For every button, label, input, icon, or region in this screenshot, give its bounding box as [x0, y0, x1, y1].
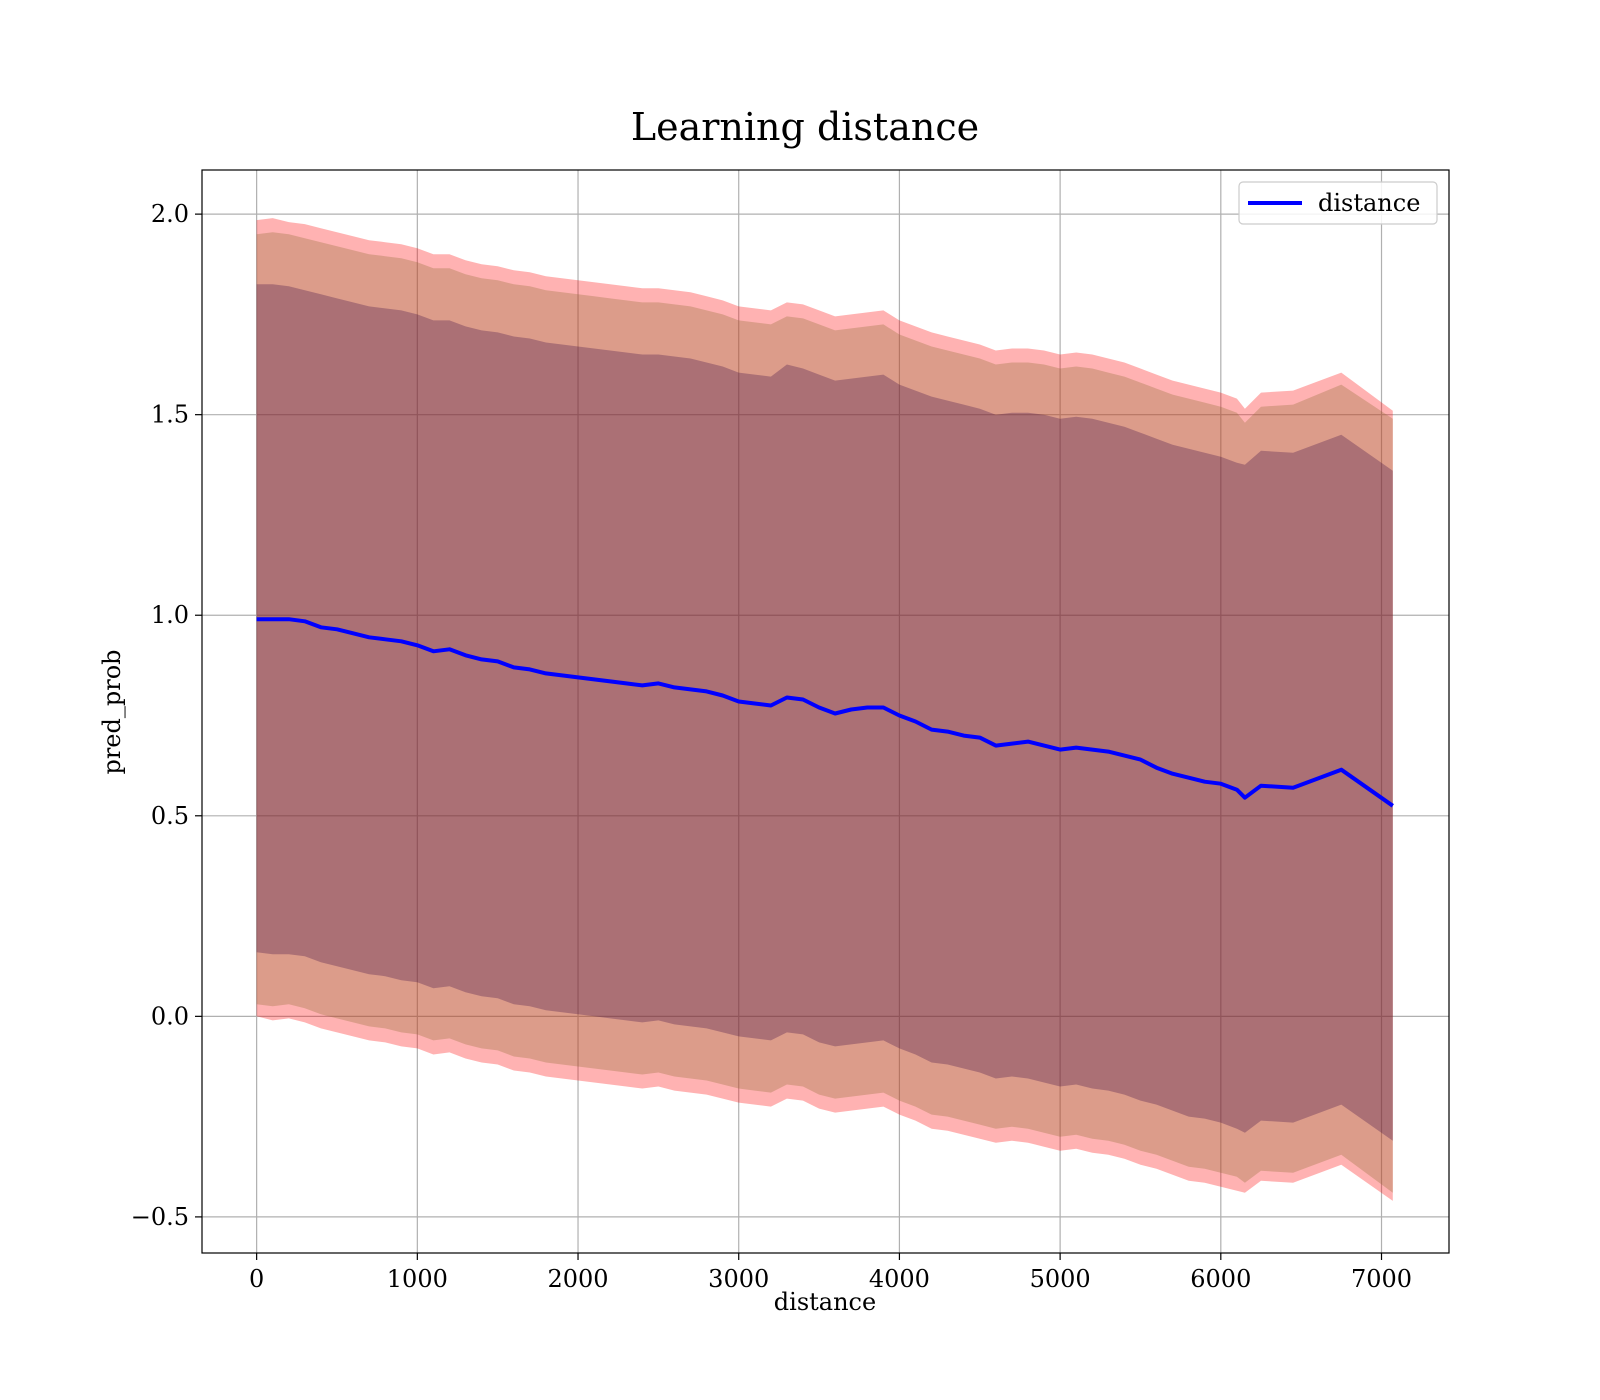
x-tick-label: 0 [249, 1265, 264, 1293]
y-tick-label: 1.5 [151, 401, 189, 429]
y-tick-label: 2.0 [151, 200, 189, 228]
legend-box [1238, 181, 1438, 225]
chart-title: Learning distance [631, 105, 979, 149]
y-axis-label: pred_prob [98, 649, 126, 774]
y-tick-label: 0.0 [151, 1002, 189, 1030]
y-axis-ticks: −0.5 0.0 0.5 1.0 1.5 2.0 [131, 200, 202, 1231]
legend-label-distance: distance [1318, 189, 1420, 217]
confidence-band-3 [256, 284, 1393, 1141]
x-tick-label: 3000 [708, 1265, 769, 1293]
y-tick-label: 1.0 [151, 601, 189, 629]
x-tick-label: 7000 [1351, 1265, 1412, 1293]
legend: distance [1238, 181, 1438, 225]
x-axis-label: distance [774, 1288, 876, 1316]
x-tick-label: 2000 [547, 1265, 608, 1293]
x-tick-label: 4000 [869, 1265, 930, 1293]
plot-frame [201, 169, 1450, 1254]
y-tick-label: 0.5 [151, 802, 189, 830]
confidence-bands [256, 218, 1393, 1201]
x-tick-label: 6000 [1190, 1265, 1251, 1293]
confidence-band-2 [256, 232, 1393, 1193]
x-tick-label: 1000 [387, 1265, 448, 1293]
y-tick-label: −0.5 [131, 1203, 189, 1231]
x-tick-label: 5000 [1030, 1265, 1091, 1293]
series-lines [256, 617, 1394, 808]
series-line-distance [256, 617, 1394, 808]
x-axis-ticks: 0 1000 2000 3000 4000 5000 6000 7000 [249, 1253, 1412, 1293]
